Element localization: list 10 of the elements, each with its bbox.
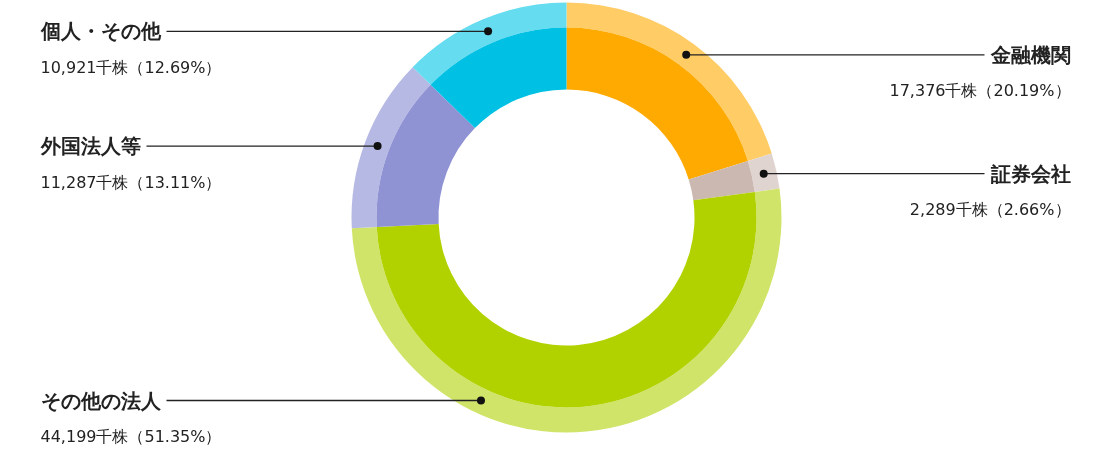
slice-label: 証券会社 — [989, 161, 1071, 186]
text: 11,287千株（13.11%） — [40, 172, 222, 192]
text: 44,199千株（51.35%） — [40, 427, 222, 446]
slice-label: その他の法人 — [40, 388, 162, 413]
text: 17,376千株（20.19%） — [889, 81, 1071, 101]
text: 2,289千株（2.66%） — [909, 200, 1071, 220]
slice-label: 個人・その他 — [39, 19, 162, 44]
slice-label: 金融機関 — [989, 42, 1071, 67]
slice-label: 外国法人等 — [39, 134, 141, 159]
text: 10,921千株（12.69%） — [40, 57, 222, 77]
